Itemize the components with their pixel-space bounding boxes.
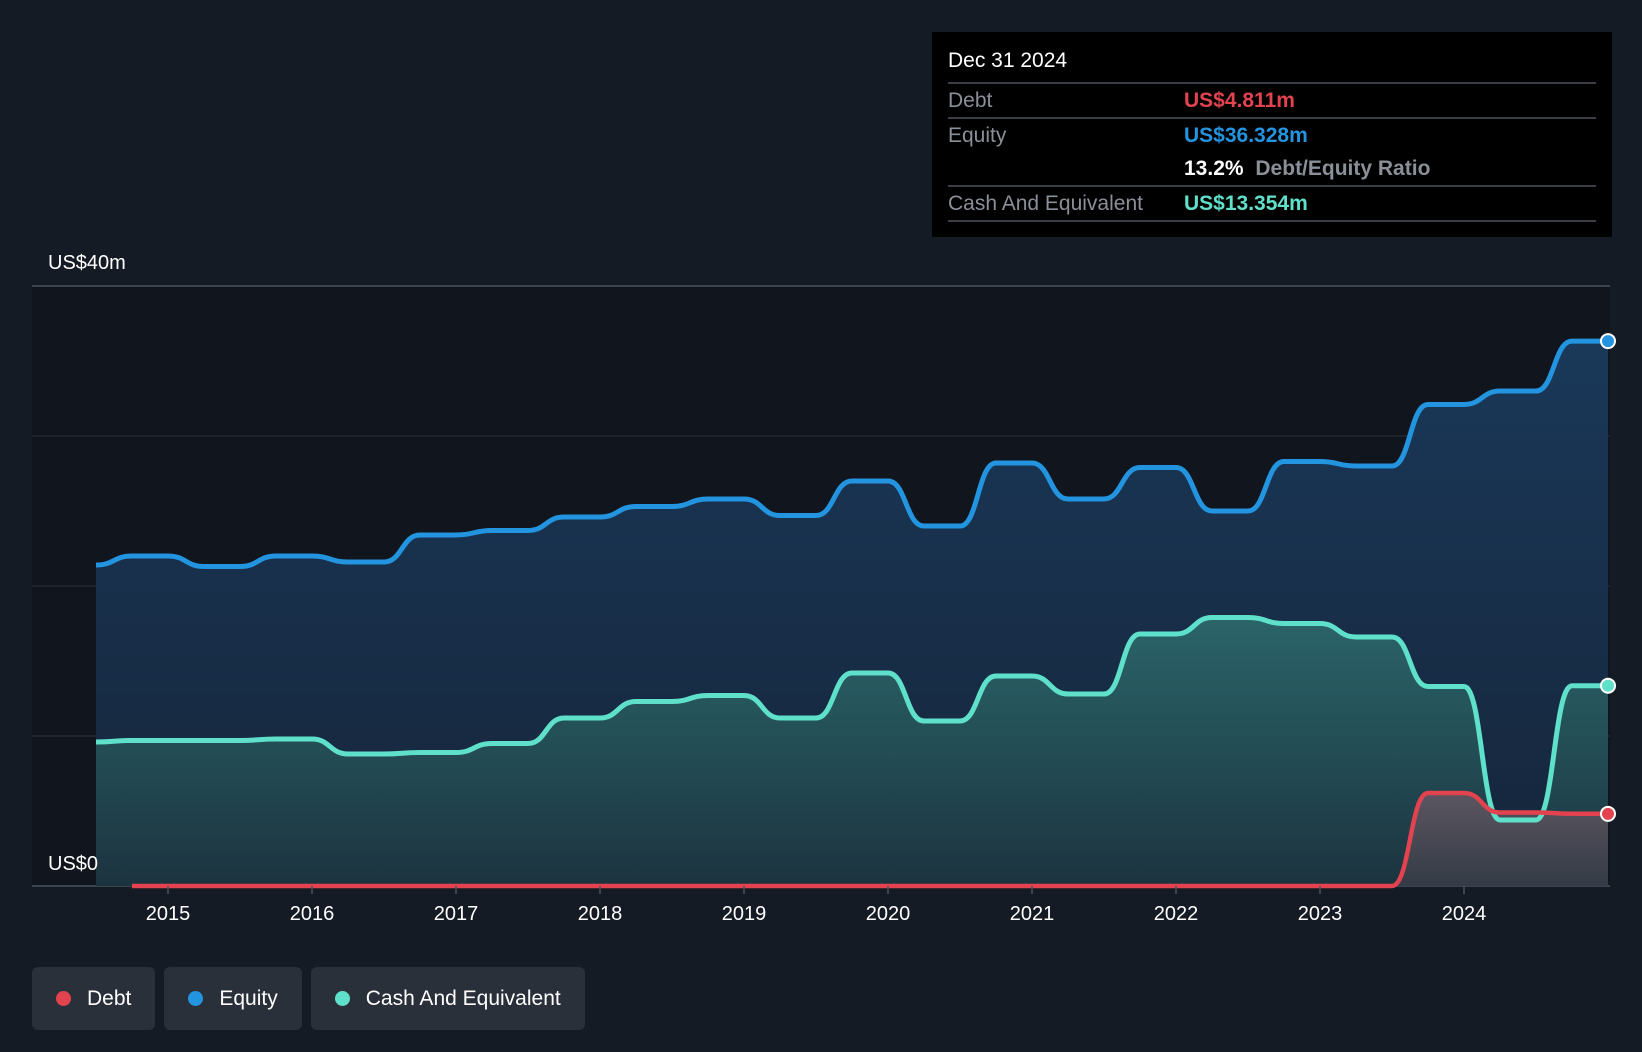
legend-label-equity: Equity: [219, 986, 278, 1010]
x-tick-label-2024: 2024: [1442, 903, 1487, 925]
legend-label-cash: Cash And Equivalent: [365, 986, 561, 1010]
tooltip-cash-value: US$13.354m: [1184, 192, 1308, 215]
tooltip-equity-label: Equity: [948, 124, 1007, 147]
x-tick-label-2015: 2015: [146, 903, 191, 925]
tooltip-date: Dec 31 2024: [948, 49, 1068, 72]
line-debt: [132, 790, 1608, 889]
tooltip-cash-label: Cash And Equivalent: [948, 192, 1143, 215]
tooltip-ratio-label: Debt/Equity Ratio: [1255, 157, 1431, 180]
tooltip-debt-label: Debt: [948, 89, 993, 112]
x-tick-label-2019: 2019: [722, 903, 767, 925]
legend-label-debt: Debt: [87, 986, 132, 1010]
tooltip-debt-value: US$4.811m: [1184, 89, 1295, 112]
tooltip-row-debt: Debt US$4.811m: [948, 82, 1596, 117]
legend-dot-cash-icon: [334, 991, 350, 1006]
tooltip-row-ratio: 13.2% Debt/Equity Ratio: [948, 152, 1596, 185]
series-lines: [95, 338, 1608, 889]
legend-item-debt[interactable]: Debt: [32, 967, 156, 1030]
line-equity: [95, 338, 1608, 569]
tooltip-ratio-spacer: [948, 152, 1184, 185]
legend-dot-equity-icon: [188, 991, 204, 1006]
x-tick-label-2022: 2022: [1154, 903, 1199, 925]
x-tick-label-2017: 2017: [434, 903, 479, 925]
legend-item-cash[interactable]: Cash And Equivalent: [310, 967, 585, 1030]
y-axis-max-label: US$40m: [48, 252, 126, 274]
tooltip-ratio-value: 13.2%: [1184, 157, 1244, 180]
y-axis-min-label: US$0: [48, 853, 98, 875]
tooltip-row-cash: Cash And Equivalent US$13.354m: [948, 185, 1596, 222]
tooltip-equity-value: US$36.328m: [1184, 124, 1308, 147]
x-tick-label-2023: 2023: [1298, 903, 1343, 925]
end-marker-cash-and-equivalent[interactable]: [1600, 677, 1616, 694]
chart-legend: Debt Equity Cash And Equivalent: [32, 967, 585, 1030]
end-marker-debt[interactable]: [1600, 805, 1616, 822]
x-axis-ticks: 2015 2016 2017 2018 2019 2020 2021 2022 2023 2024: [146, 886, 1487, 925]
area-cash-and-equivalent: [96, 617, 1608, 886]
legend-dot-debt-icon: [56, 991, 71, 1006]
end-marker-equity[interactable]: [1600, 333, 1616, 350]
data-tooltip: Dec 31 2024 Debt US$4.811m Equity US$36.…: [932, 32, 1612, 237]
tooltip-row-equity: Equity US$36.328m: [948, 117, 1596, 152]
x-tick-label-2016: 2016: [290, 903, 335, 925]
legend-item-equity[interactable]: Equity: [164, 967, 302, 1030]
area-debt: [132, 793, 1608, 886]
x-tick-label-2021: 2021: [1010, 903, 1055, 925]
line-cash-and-equivalent: [95, 614, 1608, 823]
x-tick-label-2020: 2020: [866, 903, 911, 925]
series-end-markers: [1600, 333, 1616, 822]
x-tick-label-2018: 2018: [578, 903, 623, 925]
